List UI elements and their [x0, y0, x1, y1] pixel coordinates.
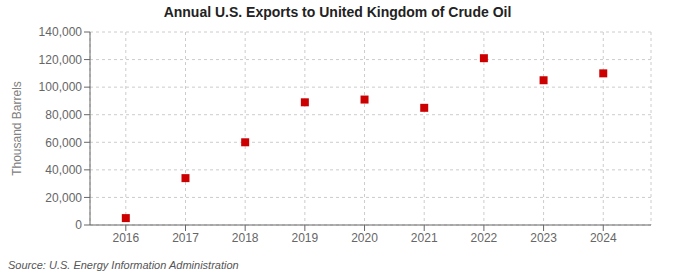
- svg-text:2021: 2021: [411, 231, 438, 245]
- svg-text:40,000: 40,000: [45, 163, 82, 177]
- html-text:Annual U.S. Exports to United: Annual U.S. Exports to United Kingdom of…: [163, 4, 512, 20]
- svg-text:100,000: 100,000: [39, 80, 83, 94]
- svg-text:2020: 2020: [351, 231, 378, 245]
- svg-text:0: 0: [75, 218, 82, 232]
- svg-text:140,000: 140,000: [39, 25, 83, 39]
- svg-text:Thousand Barrels: Thousand Barrels: [10, 81, 24, 176]
- svg-text:2024: 2024: [590, 231, 617, 245]
- svg-text:120,000: 120,000: [39, 53, 83, 67]
- svg-text:2022: 2022: [471, 231, 498, 245]
- svg-text:20,000: 20,000: [45, 191, 82, 205]
- svg-text:2018: 2018: [232, 231, 259, 245]
- svg-text:60,000: 60,000: [45, 136, 82, 150]
- svg-text:2016: 2016: [112, 231, 139, 245]
- svg-text:2023: 2023: [530, 231, 557, 245]
- svg-text:80,000: 80,000: [45, 108, 82, 122]
- svg-text:2019: 2019: [291, 231, 318, 245]
- svg-text:2017: 2017: [172, 231, 199, 245]
- html-text:Source: U.S. Energy Informatio: Source: U.S. Energy Information Administ…: [8, 259, 239, 271]
